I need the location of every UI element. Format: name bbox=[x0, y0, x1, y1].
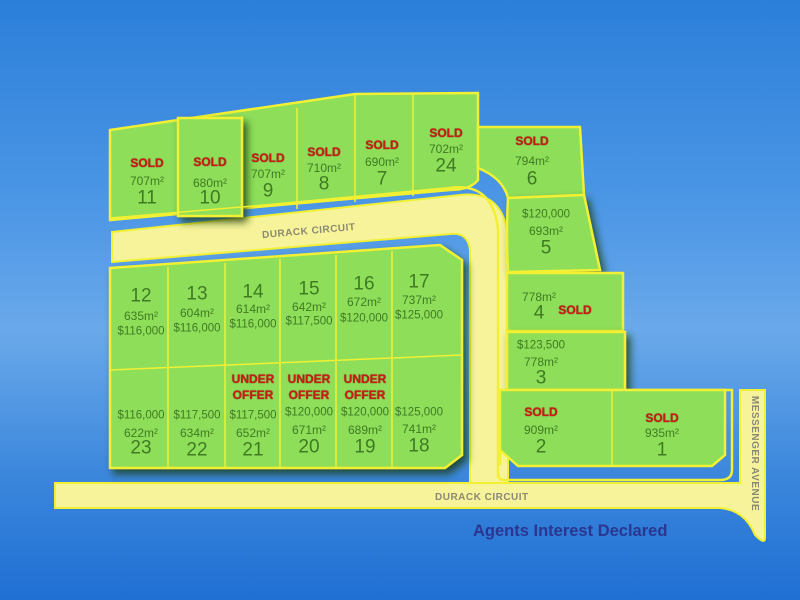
lot-10-shape bbox=[176, 116, 244, 218]
lot-11-status: SOLD bbox=[130, 156, 164, 170]
lot-19-area: 689m² bbox=[347, 423, 383, 437]
lot-9-number: 9 bbox=[262, 180, 274, 202]
lot-18-price: $125,000 bbox=[395, 406, 443, 419]
lot-10-area: 680m² bbox=[192, 176, 228, 190]
lot-7-number: 7 bbox=[376, 168, 388, 190]
lot-7-area: 690m² bbox=[364, 155, 400, 169]
lot-14-number: 14 bbox=[242, 281, 264, 303]
lot-2-status: SOLD bbox=[524, 405, 558, 419]
lot-16-area: 672m² bbox=[346, 295, 382, 309]
lot-1-number: 1 bbox=[656, 439, 668, 461]
lot-dividers bbox=[109, 93, 613, 468]
lot-3-price: $123,500 bbox=[517, 339, 565, 352]
lot-17-area: 737m² bbox=[401, 293, 437, 307]
lot-3-number: 3 bbox=[535, 367, 547, 389]
lot-14-price: $116,000 bbox=[229, 318, 277, 331]
lot-20-status: UNDER OFFER bbox=[287, 372, 331, 402]
lot-17-price: $125,000 bbox=[395, 309, 443, 322]
lot-22-price: $117,500 bbox=[173, 409, 221, 422]
lot-3-area: 778m² bbox=[523, 355, 559, 369]
lot-15-number: 15 bbox=[298, 278, 320, 300]
lot-24-area: 702m² bbox=[428, 142, 464, 156]
lot-20-number: 20 bbox=[298, 436, 320, 458]
lot-18-number: 18 bbox=[408, 435, 430, 457]
lot-5-price: $120,000 bbox=[522, 208, 570, 221]
lot-24-number: 24 bbox=[435, 155, 457, 177]
lot-12-area: 635m² bbox=[123, 309, 159, 323]
lot-4-shape bbox=[505, 271, 625, 333]
lot-11-area: 707m² bbox=[129, 174, 165, 188]
lot-12-number: 12 bbox=[130, 285, 152, 307]
lot-1-status: SOLD bbox=[645, 411, 679, 425]
lot-6-area: 794m² bbox=[514, 154, 550, 168]
lot-21-status: UNDER OFFER bbox=[231, 372, 275, 402]
lot-13-area: 604m² bbox=[179, 306, 215, 320]
lot-20-price: $120,000 bbox=[285, 406, 333, 419]
lot-6-number: 6 bbox=[526, 168, 538, 190]
lot-19-number: 19 bbox=[354, 436, 376, 458]
lot-8-number: 8 bbox=[318, 173, 330, 195]
lot-19-price: $120,000 bbox=[341, 406, 389, 419]
lot-9-status: SOLD bbox=[251, 151, 285, 165]
lot-23-number: 23 bbox=[130, 437, 152, 459]
lot-12-price: $116,000 bbox=[117, 325, 165, 338]
lot-21-area: 652m² bbox=[235, 426, 271, 440]
lot-15-price: $117,500 bbox=[285, 315, 333, 328]
lot-19-status: UNDER OFFER bbox=[343, 372, 387, 402]
lot-18-area: 741m² bbox=[401, 422, 437, 436]
lot-2-area: 909m² bbox=[523, 423, 559, 437]
roads bbox=[54, 193, 766, 542]
lot-4-number: 4 bbox=[533, 302, 545, 324]
lot-15-area: 642m² bbox=[291, 300, 327, 314]
lot-11-number: 11 bbox=[137, 187, 157, 209]
lot-6-status: SOLD bbox=[515, 134, 549, 148]
lot-10-status: SOLD bbox=[193, 155, 227, 169]
lot-23-area: 622m² bbox=[123, 426, 159, 440]
lot-5-shape bbox=[505, 193, 602, 274]
lot-22-area: 634m² bbox=[179, 426, 215, 440]
road-label-durack-circuit-lower: DURACK CIRCUIT bbox=[435, 492, 529, 503]
lot-17-number: 17 bbox=[408, 271, 430, 293]
lot-21-number: 21 bbox=[242, 439, 264, 461]
lot-5-area: 693m² bbox=[528, 224, 564, 238]
lot-8-status: SOLD bbox=[307, 145, 341, 159]
lot-8-area: 710m² bbox=[306, 161, 342, 175]
road-durack-circuit-upper bbox=[111, 193, 509, 484]
lot-23-price: $116,000 bbox=[117, 409, 165, 422]
lot-16-number: 16 bbox=[353, 273, 375, 295]
lot-13-number: 13 bbox=[186, 283, 208, 305]
lower-left-block bbox=[108, 243, 464, 470]
lot-2-number: 2 bbox=[535, 436, 547, 458]
lot-10-number: 10 bbox=[199, 187, 221, 209]
lot-1-area: 935m² bbox=[644, 426, 680, 440]
lot-4-area: 778m² bbox=[521, 290, 557, 304]
lot-16-price: $120,000 bbox=[340, 312, 388, 325]
lot-4-status: SOLD bbox=[558, 303, 592, 317]
lot-5-number: 5 bbox=[540, 237, 552, 259]
road-durack-circuit-lower bbox=[54, 389, 766, 542]
lot-20-area: 671m² bbox=[291, 423, 327, 437]
lot-7-status: SOLD bbox=[365, 138, 399, 152]
lot-22-number: 22 bbox=[186, 439, 208, 461]
agents-interest-declared: Agents Interest Declared bbox=[473, 522, 668, 540]
lot-14-area: 614m² bbox=[235, 302, 271, 316]
lot-24-status: SOLD bbox=[429, 126, 463, 140]
verge-top bbox=[109, 186, 734, 482]
road-label-messenger-avenue: MESSENGER AVENUE bbox=[749, 395, 761, 512]
lot-13-price: $116,000 bbox=[173, 322, 221, 335]
lot-9-area: 707m² bbox=[250, 167, 286, 181]
lot-21-price: $117,500 bbox=[229, 409, 277, 422]
